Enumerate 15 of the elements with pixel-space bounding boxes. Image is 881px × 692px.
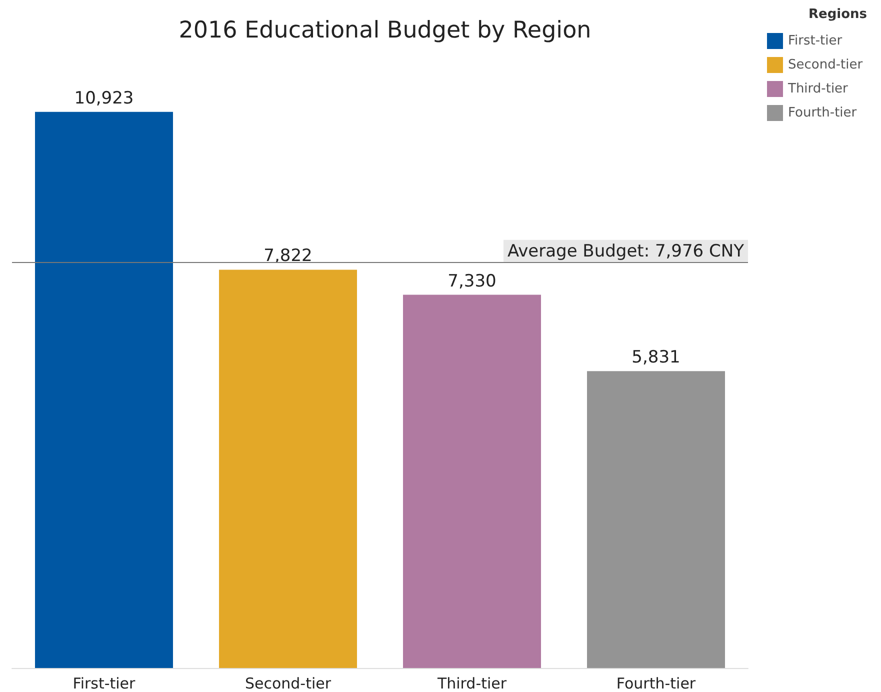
- x-tick-label: Fourth-tier: [616, 674, 696, 692]
- x-tick-label: First-tier: [72, 674, 136, 692]
- legend-label: Second-tier: [788, 58, 864, 72]
- data-label: 10,923: [74, 88, 134, 108]
- legend-label: Fourth-tier: [788, 106, 858, 120]
- x-tick-label: Second-tier: [244, 674, 332, 692]
- legend-label: Third-tier: [787, 82, 849, 96]
- legend-label: First-tier: [788, 34, 843, 48]
- data-label: 7,330: [448, 271, 496, 292]
- legend-title: Regions: [808, 7, 868, 22]
- ref-line-label: Average Budget: 7,976 CNY: [507, 241, 745, 262]
- x-tick-label: Third-tier: [436, 674, 508, 692]
- data-label: 5,831: [632, 348, 680, 368]
- data-label: 7,822: [264, 246, 312, 266]
- chart-title: 2016 Educational Budget by Region: [178, 18, 592, 44]
